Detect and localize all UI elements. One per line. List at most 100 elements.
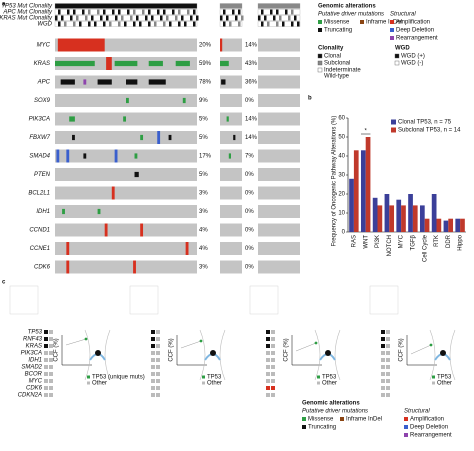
header-box [9, 285, 39, 315]
track-cell [85, 15, 88, 21]
legend-swatch [302, 417, 306, 421]
track-cell [238, 9, 241, 15]
axis-title: CCF (%) [284, 338, 290, 361]
track-cell [160, 15, 163, 21]
bar [396, 199, 402, 232]
gene-row [258, 75, 300, 89]
alteration [106, 57, 112, 70]
gene-cell [156, 344, 160, 348]
gene-cell [44, 393, 48, 397]
alteration [140, 223, 144, 237]
gene-cell [156, 351, 160, 355]
legend-subtitle: WGD [395, 46, 410, 52]
alteration [66, 260, 70, 274]
legend-label: WGD (+) [401, 54, 425, 60]
gene-row [258, 149, 300, 163]
percent-label: 9% [199, 98, 208, 104]
bar [372, 197, 378, 232]
legend-swatch [391, 119, 396, 125]
alteration [182, 97, 186, 104]
legend-label: WGD (-) [401, 61, 423, 67]
track-cell [157, 9, 160, 15]
track-cell [148, 21, 151, 27]
legend-subtitle: Clonality [318, 46, 344, 52]
gene-cell [156, 358, 160, 362]
track-cell [184, 21, 187, 27]
track-label: KRAS Mut Clonality [0, 16, 53, 22]
legend-label: Missense [324, 20, 350, 26]
gene-cell [151, 386, 155, 390]
legend-swatch [391, 127, 396, 133]
track-cell [285, 9, 288, 15]
alteration [57, 38, 105, 52]
track-cell [133, 9, 136, 15]
track-cell [115, 15, 118, 21]
track-cell [154, 21, 157, 27]
track-cell [97, 9, 100, 15]
gene-cell [266, 351, 270, 355]
track-bg [54, 9, 198, 15]
gene-label: CDK6 [34, 265, 51, 271]
legend-label: Other [92, 381, 107, 387]
track-cell [64, 21, 67, 27]
bar [460, 218, 465, 232]
alteration [134, 153, 138, 159]
track-cell [55, 15, 58, 21]
track-cell [103, 21, 106, 27]
track-cell [124, 21, 127, 27]
site-marker [440, 350, 446, 356]
track-cell [276, 9, 279, 15]
percent-label: 17% [199, 154, 212, 160]
body-outline [84, 329, 111, 381]
legend-swatch [202, 375, 205, 379]
legend-label: Truncating [308, 425, 336, 431]
gene-cell [49, 358, 53, 362]
gene-label: PTEN [34, 172, 51, 178]
gene-row [220, 112, 242, 126]
track-bg [54, 3, 198, 9]
gene-cell [381, 358, 385, 362]
alteration [104, 223, 108, 237]
track-cell [276, 21, 279, 27]
bar [360, 150, 366, 232]
alteration [220, 38, 223, 52]
track-cell [238, 21, 241, 27]
legend-label: Other [437, 381, 452, 387]
gene-cell [156, 365, 160, 369]
panel-label: c [2, 280, 6, 286]
gene-cell [271, 365, 275, 369]
legend-swatch [390, 20, 394, 24]
track-cell [178, 21, 181, 27]
bar [408, 194, 413, 232]
legend-swatch [360, 20, 364, 24]
gene-row [55, 242, 197, 255]
percent-label: 0% [245, 172, 254, 178]
gene-cell [151, 330, 155, 334]
gene-label: IDH1 [28, 358, 42, 364]
legend-swatch [202, 381, 205, 385]
track-cell [76, 15, 79, 21]
gene-row [258, 186, 300, 200]
percent-label: 36% [245, 80, 258, 86]
track-cell [103, 9, 106, 15]
bar [424, 218, 430, 232]
alteration [62, 208, 65, 215]
legend-swatch [317, 60, 323, 66]
gene-row [55, 205, 197, 218]
gene-label: MYC [37, 43, 51, 49]
gene-cell [266, 372, 270, 376]
legend-swatch [390, 28, 394, 32]
track-bg [257, 3, 301, 9]
track-cell [79, 21, 82, 27]
track-cell [118, 9, 121, 15]
gene-row [258, 223, 300, 237]
gene-cell [151, 344, 155, 348]
y-tick-label: 40 [338, 154, 345, 160]
gene-label: PIK3CA [21, 351, 42, 357]
legend-label: Indeterminate [324, 68, 361, 74]
bar [443, 220, 449, 232]
gene-row [55, 149, 197, 163]
alteration [69, 116, 75, 122]
gene-row [55, 168, 197, 181]
gene-row [258, 94, 300, 107]
